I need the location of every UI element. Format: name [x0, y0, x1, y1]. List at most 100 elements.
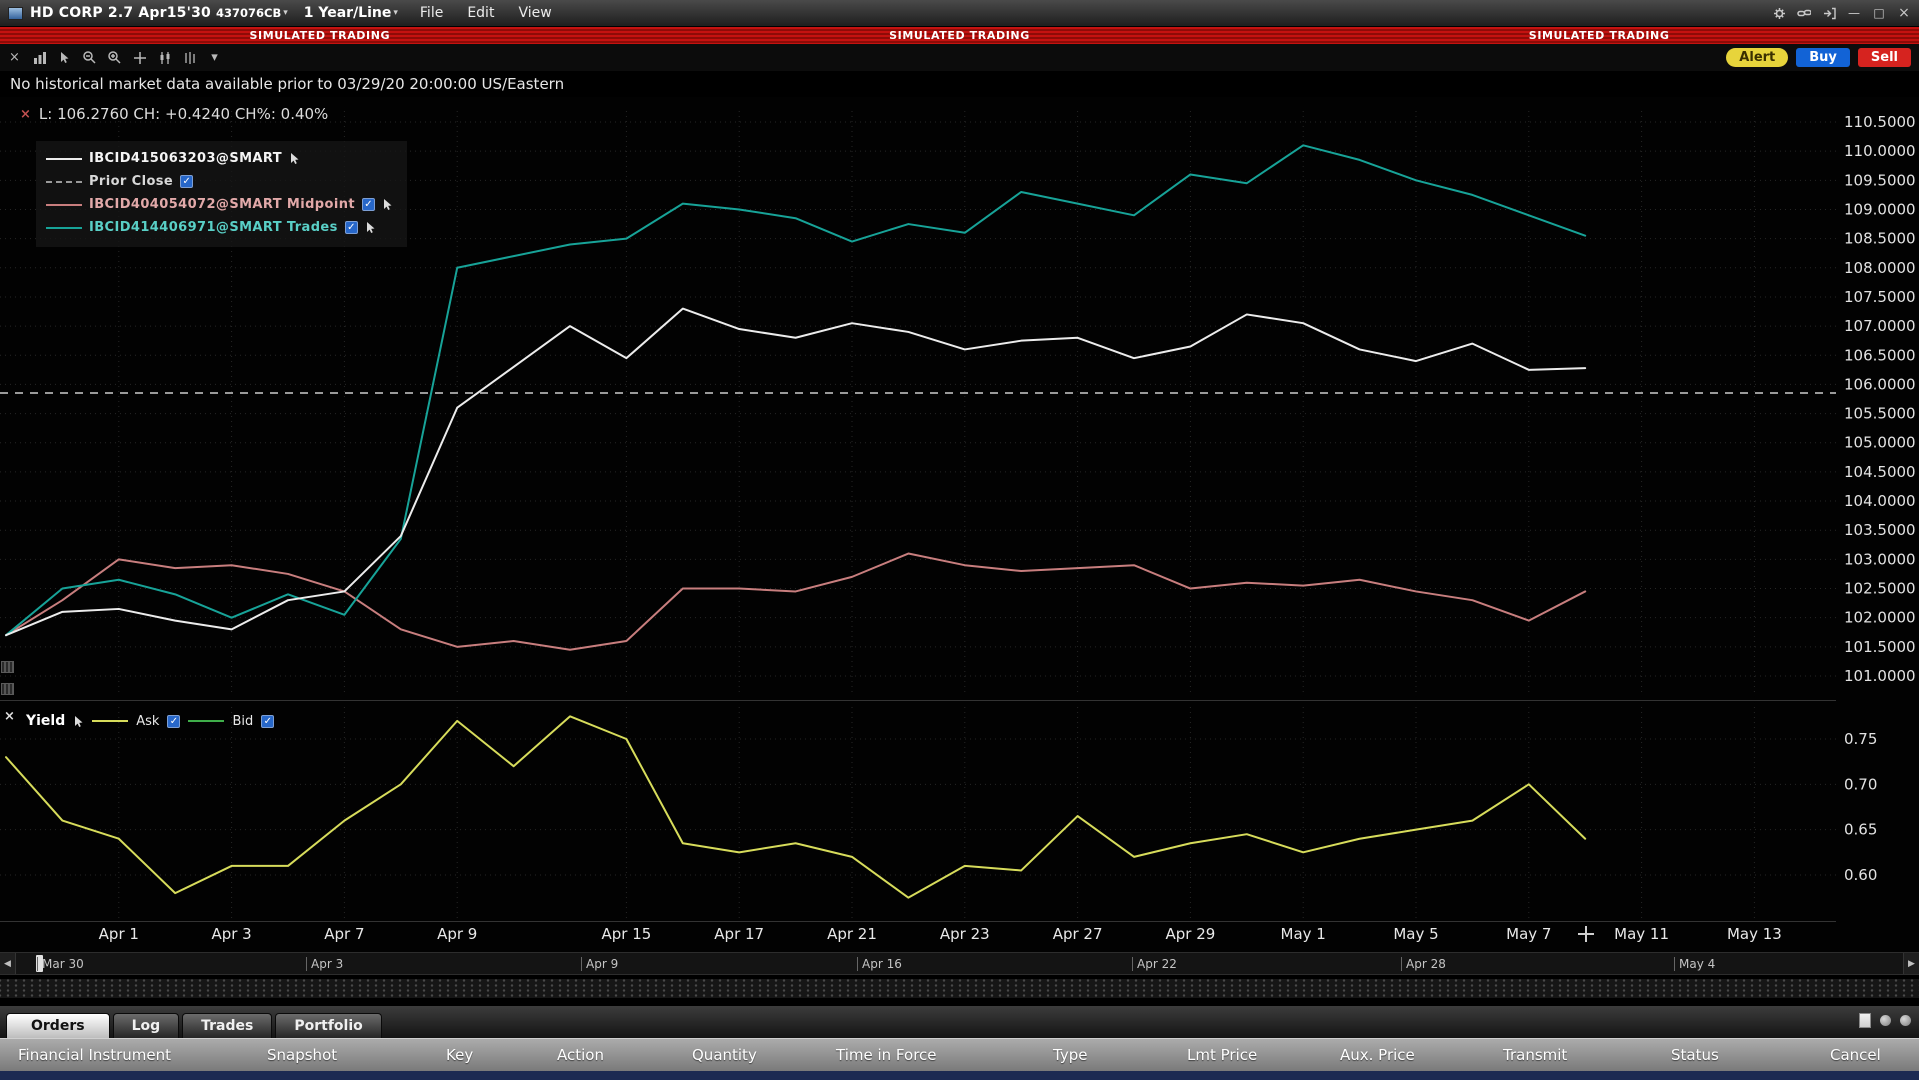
svg-text:104.0000: 104.0000 — [1844, 492, 1916, 510]
svg-text:Apr 23: Apr 23 — [940, 925, 990, 943]
status-circle-icon[interactable] — [1900, 1015, 1911, 1026]
legend-item[interactable]: IBCID415063203@SMART — [46, 147, 393, 170]
svg-text:101.0000: 101.0000 — [1844, 667, 1916, 685]
timeline-label: May 4 — [1674, 957, 1715, 971]
notes-icon[interactable] — [1859, 1013, 1871, 1028]
svg-text:108.0000: 108.0000 — [1844, 259, 1916, 277]
legend-line-sample — [46, 226, 82, 229]
timeline-scrollbar[interactable]: ◀ Mar 30 Apr 3 Apr 9 Apr 16 Apr 22 Apr 28 May … — [0, 952, 1919, 975]
svg-text:Apr 17: Apr 17 — [714, 925, 764, 943]
legend-checkbox[interactable]: ✓ — [180, 175, 194, 188]
timeline-label: Mar 30 — [37, 957, 84, 971]
column-header[interactable]: Lmt Price — [1187, 1046, 1258, 1064]
tab-portfolio[interactable]: Portfolio — [275, 1013, 382, 1038]
close-button[interactable]: × — [1898, 5, 1910, 21]
tab-trades[interactable]: Trades — [182, 1013, 273, 1038]
legend-item[interactable]: IBCID414406971@SMART Trades ✓ — [46, 216, 393, 239]
menu-view[interactable]: View — [518, 5, 552, 21]
svg-text:Apr 1: Apr 1 — [99, 925, 139, 943]
cursor-icon[interactable] — [289, 152, 300, 165]
legend-checkbox[interactable]: ✓ — [361, 198, 375, 211]
compress-bars-icon[interactable] — [156, 49, 173, 66]
column-header[interactable]: Snapshot — [267, 1046, 338, 1064]
cursor-icon[interactable] — [73, 715, 84, 728]
timeline-label: Apr 22 — [1132, 957, 1177, 971]
column-header[interactable]: Aux. Price — [1340, 1046, 1415, 1064]
dropdown-arrow-icon[interactable]: ▾ — [211, 50, 218, 65]
buy-button[interactable]: Buy — [1796, 48, 1850, 67]
svg-text:Apr 15: Apr 15 — [601, 925, 651, 943]
close-icon[interactable]: × — [9, 50, 20, 65]
cursor-icon[interactable] — [365, 221, 376, 234]
legend-label: IBCID415063203@SMART — [89, 151, 282, 166]
svg-text:May 5: May 5 — [1393, 925, 1438, 943]
gear-icon[interactable] — [1772, 6, 1786, 20]
last-price-readout: L: 106.2760 CH: +0.4240 CH%: 0.40% — [38, 105, 329, 123]
timeline-label: Apr 28 — [1401, 957, 1446, 971]
column-header[interactable]: Status — [1671, 1046, 1719, 1064]
zoom-in-icon[interactable] — [106, 49, 123, 66]
zoom-out-icon[interactable] — [81, 49, 98, 66]
tab-orders[interactable]: Orders — [6, 1013, 110, 1038]
svg-text:Apr 29: Apr 29 — [1165, 925, 1215, 943]
legend-item[interactable]: IBCID404054072@SMART Midpoint ✓ — [46, 193, 393, 216]
close-study-icon[interactable]: × — [20, 106, 31, 122]
timeline-label: Apr 9 — [581, 957, 618, 971]
sell-button[interactable]: Sell — [1857, 48, 1911, 67]
legend-label: Prior Close — [89, 174, 174, 189]
svg-text:102.5000: 102.5000 — [1844, 580, 1916, 598]
cursor-arrow-icon[interactable] — [56, 49, 73, 66]
menu-file[interactable]: File — [419, 5, 444, 21]
chart-period-dropdown[interactable]: 1 Year/Line — [303, 5, 392, 21]
column-header[interactable]: Financial Instrument — [18, 1046, 171, 1064]
svg-text:103.0000: 103.0000 — [1844, 550, 1916, 568]
legend-checkbox[interactable]: ✓ — [167, 714, 181, 728]
scroll-left-button[interactable]: ◀ — [0, 953, 16, 974]
minimize-button[interactable]: — — [1848, 6, 1860, 20]
column-header[interactable]: Action — [557, 1046, 604, 1064]
legend-checkbox[interactable]: ✓ — [261, 714, 275, 728]
legend-checkbox[interactable]: ✓ — [344, 221, 358, 234]
svg-text:102.0000: 102.0000 — [1844, 609, 1916, 627]
column-header[interactable]: Key — [446, 1046, 474, 1064]
svg-text:Apr 3: Apr 3 — [211, 925, 251, 943]
svg-text:109.5000: 109.5000 — [1844, 171, 1916, 189]
tab-log[interactable]: Log — [112, 1013, 180, 1038]
app-icon[interactable] — [8, 6, 23, 20]
expand-bars-icon[interactable] — [181, 49, 198, 66]
panel-resize-divider[interactable] — [0, 979, 1919, 998]
scroll-right-button[interactable]: ▶ — [1903, 953, 1919, 974]
close-yield-panel-icon[interactable]: × — [4, 709, 15, 724]
latest-marker-icon[interactable] — [1578, 926, 1594, 942]
bar-chart-icon[interactable] — [31, 49, 48, 66]
maximize-button[interactable]: □ — [1873, 6, 1885, 20]
svg-text:0.75: 0.75 — [1844, 730, 1877, 748]
scrollbar-handle[interactable] — [36, 955, 43, 972]
contract-code[interactable]: 437076CB — [216, 6, 282, 20]
price-scale-icon[interactable] — [1, 661, 14, 673]
chart-area[interactable]: 101.0000 101.5000 102.0000 102.5000 103.0000… — [0, 97, 1919, 952]
legend-item[interactable]: Prior Close ✓ — [46, 170, 393, 193]
cursor-icon[interactable] — [382, 198, 393, 211]
dock-icon[interactable] — [1822, 6, 1836, 20]
svg-text:101.5000: 101.5000 — [1844, 638, 1916, 656]
column-header[interactable]: Time in Force — [836, 1046, 937, 1064]
crosshair-icon[interactable] — [131, 49, 148, 66]
menu-edit[interactable]: Edit — [467, 5, 495, 21]
column-header[interactable]: Transmit — [1503, 1046, 1568, 1064]
link-icon[interactable] — [1797, 6, 1811, 20]
simulated-trading-banner: SIMULATED TRADING SIMULATED TRADING SIMU… — [0, 27, 1919, 44]
status-circle-icon[interactable] — [1880, 1015, 1891, 1026]
yield-legend: Yield Ask ✓ Bid ✓ — [26, 713, 275, 729]
svg-text:May 11: May 11 — [1614, 925, 1669, 943]
dropdown-caret-icon: ▾ — [283, 8, 288, 18]
svg-text:105.0000: 105.0000 — [1844, 434, 1916, 452]
alert-button[interactable]: Alert — [1726, 48, 1789, 67]
banner-text: SIMULATED TRADING — [249, 29, 391, 42]
column-header[interactable]: Cancel — [1830, 1046, 1881, 1064]
column-header[interactable]: Quantity — [692, 1046, 757, 1064]
svg-text:Apr 9: Apr 9 — [437, 925, 477, 943]
svg-text:103.5000: 103.5000 — [1844, 521, 1916, 539]
panel-settings-icon[interactable] — [1, 683, 14, 695]
column-header[interactable]: Type — [1053, 1046, 1088, 1064]
